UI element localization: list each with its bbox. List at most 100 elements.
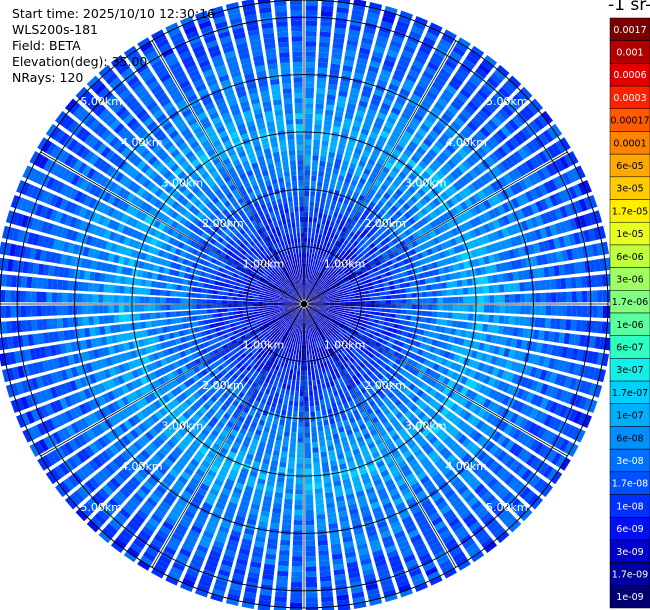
range-gate [308, 299, 313, 303]
range-gate [407, 234, 415, 242]
range-gate [509, 459, 520, 472]
range-gate [529, 188, 539, 200]
range-gate [387, 241, 395, 248]
range-gate [194, 423, 203, 432]
range-gate [271, 325, 277, 330]
range-gate [401, 271, 408, 277]
range-gate [566, 347, 574, 360]
range-gate [340, 283, 346, 288]
range-gate [387, 442, 396, 451]
range-gate [326, 161, 334, 169]
range-gate [331, 548, 342, 555]
range-gate [206, 358, 214, 365]
range-gate [189, 360, 197, 368]
range-gate [316, 379, 321, 385]
range-gate [43, 436, 54, 450]
range-gate [409, 248, 417, 256]
range-gate [457, 313, 464, 320]
range-gate [501, 395, 511, 406]
range-gate [305, 494, 314, 500]
range-gate [556, 305, 562, 316]
range-gate [349, 244, 356, 251]
range-gate [280, 451, 288, 458]
range-gate [487, 377, 496, 387]
range-gate [354, 276, 360, 281]
range-gate [319, 315, 325, 320]
range-gate [343, 334, 350, 340]
range-gate [351, 226, 358, 234]
range-gate [318, 306, 324, 309]
range-gate [348, 29, 361, 37]
range-gate [487, 400, 497, 411]
range-gate [529, 230, 538, 242]
range-gate [403, 149, 412, 158]
range-gate [328, 296, 334, 299]
range-gate [246, 343, 253, 349]
range-gate [20, 412, 31, 426]
range-gate [317, 425, 324, 432]
range-gate [211, 333, 218, 339]
range-gate [290, 592, 303, 598]
range-gate [329, 346, 335, 353]
range-gate [307, 318, 311, 324]
range-gate [348, 212, 355, 220]
range-gate [537, 114, 549, 127]
range-gate [236, 356, 243, 362]
range-gate [140, 434, 151, 445]
range-gate [260, 375, 267, 382]
range-gate [550, 318, 556, 329]
range-gate [401, 49, 414, 59]
range-gate [396, 478, 406, 487]
range-gate [144, 431, 154, 441]
range-gate [453, 136, 464, 147]
range-gate [450, 170, 460, 180]
range-gate [402, 258, 410, 265]
range-gate [508, 283, 515, 292]
range-gate [296, 463, 304, 469]
range-gate [369, 154, 378, 162]
range-gate [493, 345, 501, 355]
range-gate [298, 422, 304, 428]
range-gate [111, 400, 121, 411]
range-gate [312, 315, 317, 321]
range-gate [316, 342, 321, 348]
range-gate [186, 341, 194, 348]
range-gate [357, 332, 364, 337]
range-gate [231, 339, 238, 345]
range-gate [218, 357, 225, 364]
range-gate [88, 373, 97, 384]
range-gate [275, 585, 288, 593]
range-gate [344, 306, 350, 309]
range-gate [438, 215, 447, 224]
range-gate [314, 353, 319, 359]
range-gate [329, 146, 337, 153]
range-gate [370, 253, 377, 259]
range-gate [461, 453, 472, 464]
range-gate [179, 518, 191, 529]
range-gate [353, 265, 360, 271]
range-gate [237, 432, 245, 440]
range-gate [385, 544, 397, 554]
range-gate [320, 378, 325, 385]
range-gate [326, 323, 332, 328]
range-gate [342, 368, 349, 375]
range-gate [528, 244, 536, 255]
range-gate [228, 384, 236, 392]
range-gate [235, 420, 243, 428]
range-gate [224, 337, 231, 344]
range-gate [355, 210, 363, 218]
range-gate [319, 41, 330, 48]
range-gate [337, 1, 350, 9]
range-gate [465, 542, 479, 554]
range-gate [568, 186, 578, 199]
range-gate [296, 328, 299, 334]
range-gate [461, 144, 472, 155]
range-gate [283, 503, 293, 510]
range-gate [321, 456, 328, 463]
range-gate [139, 505, 152, 516]
range-gate [296, 317, 300, 324]
range-gate [520, 162, 531, 174]
range-gate [384, 593, 398, 603]
range-gate [280, 539, 291, 546]
range-gate [372, 216, 380, 224]
